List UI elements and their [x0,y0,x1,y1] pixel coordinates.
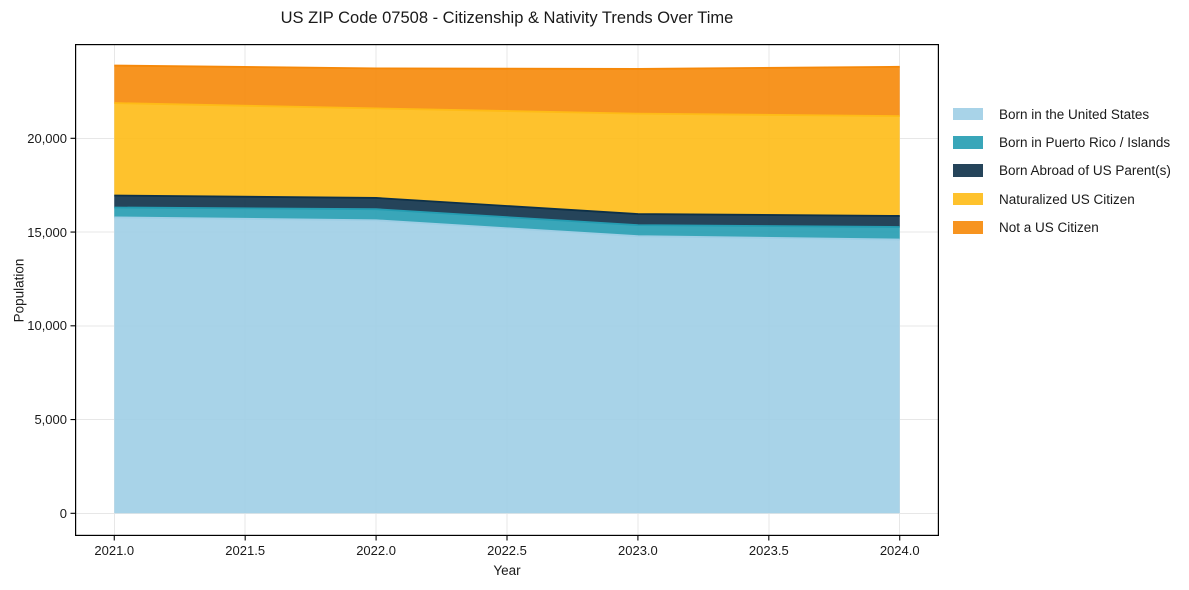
legend-swatch [953,107,983,121]
x-axis-label: Year [493,563,521,578]
legend-label: Born Abroad of US Parent(s) [999,163,1171,179]
legend-item: Born in Puerto Rico / Islands [953,128,1171,156]
area-series [114,217,900,514]
legend-label: Not a US Citizen [999,219,1099,235]
legend-item: Not a US Citizen [953,213,1171,241]
x-tick-label: 2023.0 [618,543,658,558]
area-series [114,103,900,216]
legend-swatch [953,164,983,177]
x-tick-label: 2022.0 [356,543,396,558]
y-tick-label: 5,000 [34,412,67,428]
area-series [114,195,900,227]
y-tick-label: 10,000 [27,318,67,334]
y-tick-label: 0 [59,505,67,521]
legend-swatch [953,192,983,206]
series-edge-line [114,216,900,241]
legend-label: Born in Puerto Rico / Islands [999,134,1171,150]
series-edge-line [114,206,900,228]
x-tick-label: 2023.5 [748,543,789,558]
x-tick-label: 2021.0 [94,543,135,558]
series-edge-line [114,194,900,217]
legend-swatch [953,136,983,149]
x-tick-label: 2024.0 [879,543,920,558]
y-tick-label: 20,000 [27,130,67,146]
legend-label: Naturalized US Citizen [999,191,1135,207]
legend-item: Born Abroad of US Parent(s) [953,157,1171,185]
legend-item: Naturalized US Citizen [953,185,1171,213]
y-tick-label: 15,000 [27,224,67,240]
legend: Born in the United States Born in Puerto … [953,100,1171,241]
series-edge-line [114,102,900,117]
x-tick-label: 2021.5 [225,543,266,558]
legend-item: Born in the United States [953,100,1171,128]
area-series [114,207,900,240]
y-axis-label: Population [11,258,27,323]
legend-swatch [953,221,983,234]
plot-area [70,44,939,541]
legend-label: Born in the United States [999,106,1150,122]
x-tick-label: 2022.5 [487,543,527,558]
chart-title: US ZIP Code 07508 - Citizenship & Nativi… [280,9,734,27]
series-edge-line [114,64,900,70]
axes-spines [75,44,939,536]
area-series [114,65,900,117]
